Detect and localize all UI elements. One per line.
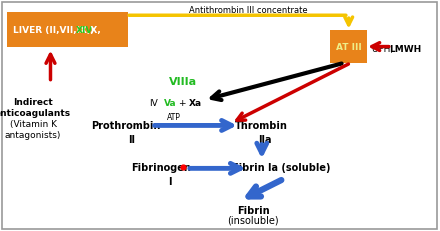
Text: Xa: Xa — [189, 98, 202, 107]
Text: LMWH: LMWH — [389, 45, 422, 54]
Text: Indirect: Indirect — [13, 97, 53, 106]
Text: ATP: ATP — [167, 112, 181, 121]
Text: IIa: IIa — [259, 135, 272, 145]
Text: UFH,: UFH, — [372, 45, 396, 54]
Text: (insoluble): (insoluble) — [227, 215, 279, 225]
Text: VIIIa: VIIIa — [169, 77, 197, 87]
Text: Antithrombin III concentrate: Antithrombin III concentrate — [189, 6, 308, 15]
Text: LIVER (II,VII,IX,X,: LIVER (II,VII,IX,X, — [13, 26, 101, 34]
Text: Prothrombin: Prothrombin — [91, 121, 160, 131]
Text: AT III: AT III — [336, 43, 362, 52]
Text: Fibrin: Fibrin — [237, 205, 269, 215]
FancyBboxPatch shape — [330, 31, 367, 64]
Text: anticoagulants: anticoagulants — [0, 109, 71, 118]
Text: XIV: XIV — [76, 26, 93, 34]
Text: I: I — [168, 176, 172, 186]
Text: (Vitamin K: (Vitamin K — [10, 120, 56, 129]
Text: ): ) — [89, 26, 93, 34]
Text: Thrombin: Thrombin — [235, 121, 288, 131]
Text: Fibrinogen: Fibrinogen — [131, 162, 191, 173]
Text: Va: Va — [165, 98, 177, 107]
Text: +: + — [178, 98, 186, 107]
Text: IV: IV — [149, 98, 158, 107]
Text: II: II — [128, 135, 135, 145]
Text: antagonists): antagonists) — [5, 131, 61, 140]
FancyBboxPatch shape — [7, 13, 128, 47]
Text: Fibrin Ia (soluble): Fibrin Ia (soluble) — [232, 162, 331, 173]
